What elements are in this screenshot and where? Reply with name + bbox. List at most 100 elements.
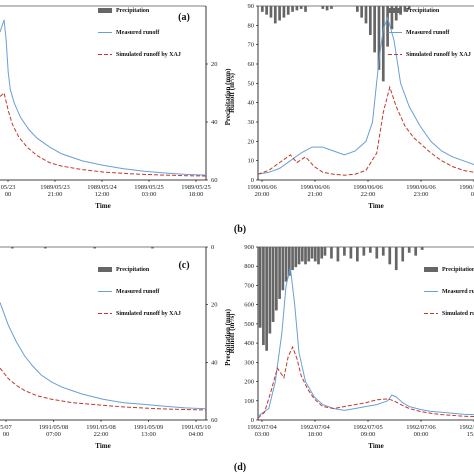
precip-tick-label-2-1: 20 xyxy=(211,302,218,309)
precip-bar-1-20 xyxy=(381,6,385,82)
x-axis-title-3: Time xyxy=(368,442,383,450)
precip-tick-label-2-2: 40 xyxy=(211,359,218,366)
precip-bar-3-4 xyxy=(271,247,275,322)
precip-bar-1-4 xyxy=(278,6,281,21)
x-tick-label-2-0: 5/07 00 xyxy=(0,424,12,438)
x-tick-label-3-2: 1992/07/05 09:00 xyxy=(353,424,383,438)
x-tick-label-2-3: 1991/05/09 13:00 xyxy=(134,424,164,438)
precip-bar-3-30 xyxy=(388,247,392,265)
y-tick-label-1-9: 90 xyxy=(248,3,255,10)
x-tick-label-1-0: 1990/06/06 20:00 xyxy=(247,184,277,198)
precip-tick-label-0-1: 40 xyxy=(211,119,218,126)
precip-bar-1-22 xyxy=(390,6,394,30)
precip-bar-3-16 xyxy=(310,247,314,259)
precip-bar-1-21 xyxy=(386,6,389,47)
x-tick-label-0-1: 1989/05/23 21:00 xyxy=(40,184,70,198)
measured-runoff-line-3 xyxy=(257,267,474,417)
legend-label-2-1: Measured runoff xyxy=(116,289,160,295)
y-tick-label-3-1: 100 xyxy=(244,398,254,405)
y-tick-label-3-4: 400 xyxy=(244,340,254,347)
precip-bar-1-7 xyxy=(291,6,294,12)
precip-bar-1-5 xyxy=(282,6,286,18)
precip-bar-3-31 xyxy=(394,247,398,271)
precip-bar-1-2 xyxy=(269,6,273,18)
precip-bar-3-12 xyxy=(297,247,301,265)
precip-bar-3-29 xyxy=(381,247,385,256)
precip-bar-1-3 xyxy=(273,6,277,24)
legend-swatch-3-0 xyxy=(424,267,438,272)
simulated-runoff-line-0 xyxy=(0,92,207,177)
panel-label-0: (a) xyxy=(178,12,190,23)
legend-label-2-2: Simulated runoff by XAJ xyxy=(116,311,181,317)
precip-tick-label-0-0: 20 xyxy=(211,61,218,68)
y-tick-label-3-9: 900 xyxy=(244,244,254,251)
precip-bar-3-19 xyxy=(320,247,324,259)
x-tick-label-3-3: 1992/07/06 00:00 xyxy=(406,424,436,438)
precip-bar-1-13 xyxy=(330,6,333,9)
precip-bar-1-6 xyxy=(286,6,290,15)
precip-bar-3-2 xyxy=(265,247,268,351)
precip-bar-3-34 xyxy=(414,247,418,256)
precip-bar-1-18 xyxy=(373,6,376,53)
legend-label-3-0: Precipitation xyxy=(442,267,474,273)
precip-bar-3-22 xyxy=(336,247,340,262)
y-tick-label-1-5: 50 xyxy=(248,80,255,87)
simulated-runoff-line-1 xyxy=(257,85,474,176)
precip-bar-1-17 xyxy=(368,6,372,35)
simulated-runoff-line-2 xyxy=(0,367,207,411)
precip-bar-1-25 xyxy=(403,6,407,12)
measured-runoff-line-0 xyxy=(0,19,207,176)
precip-bar-3-35 xyxy=(420,247,424,250)
precip-bar-1-15 xyxy=(360,6,364,18)
panel-label-1: (b) xyxy=(234,224,246,235)
y-tick-label-3-0: 0 xyxy=(251,417,254,424)
x-axis-title-0: Time xyxy=(95,202,110,210)
x-tick-label-0-2: 1989/05/24 12:00 xyxy=(87,184,117,198)
precip-bar-2-1 xyxy=(44,247,47,249)
x-tick-label-1-1: 1990/06/06 21:00 xyxy=(300,184,330,198)
simulated-runoff-line-3 xyxy=(257,345,474,419)
x-tick-label-3-1: 1992/07/04 18:00 xyxy=(300,424,330,438)
x-axis-title-2: Time xyxy=(95,442,110,450)
y-axis-title-1: Runoff (m³/s) xyxy=(228,72,236,113)
precip-bar-3-18 xyxy=(317,247,320,265)
precip-bar-3-14 xyxy=(304,247,307,265)
y-tick-label-3-3: 300 xyxy=(244,359,254,366)
x-axis-title-1: Time xyxy=(368,202,383,210)
measured-runoff-line-1 xyxy=(257,15,474,175)
y-tick-label-1-3: 30 xyxy=(248,119,255,126)
precip-bar-1-19 xyxy=(377,6,381,70)
y-tick-label-3-7: 700 xyxy=(244,282,254,289)
y-tick-label-1-4: 40 xyxy=(248,100,255,107)
x-tick-label-2-2: 1991/05/08 22:00 xyxy=(86,424,116,438)
x-tick-label-2-4: 1991/05/10 04:00 xyxy=(181,424,211,438)
x-tick-label-0-4: 1989/05/25 18:00 xyxy=(181,184,211,198)
precip-axis-title-0: Precipitation (mm) xyxy=(224,68,232,125)
precip-bar-3-8 xyxy=(284,247,288,282)
precip-bar-3-11 xyxy=(294,247,298,268)
y-tick-label-3-2: 200 xyxy=(244,379,254,386)
panel-label-3: (d) xyxy=(234,462,246,473)
legend-swatch-2-0 xyxy=(98,267,112,272)
precip-bar-3-13 xyxy=(300,247,304,262)
precip-tick-label-2-0: 0 xyxy=(211,244,214,251)
precip-bar-2-0 xyxy=(11,247,14,249)
x-tick-label-1-3: 1990/06/06 23:00 xyxy=(406,184,436,198)
precip-bar-3-10 xyxy=(291,247,294,271)
precip-bar-3-23 xyxy=(343,247,346,256)
y-axis-title-3: Runoff (m³/s) xyxy=(228,313,236,354)
legend-label-0-1: Measured runoff xyxy=(116,30,160,36)
measured-runoff-line-2 xyxy=(0,302,207,410)
x-tick-label-0-0: 05/23 00 xyxy=(1,184,16,198)
precip-bar-3-33 xyxy=(407,247,411,253)
precip-bar-2-3 xyxy=(151,247,154,249)
precip-bar-1-16 xyxy=(364,6,368,24)
panel-label-2: (c) xyxy=(178,260,189,271)
y-tick-label-1-8: 80 xyxy=(248,22,255,29)
y-tick-label-3-5: 500 xyxy=(244,321,254,328)
legend-label-3-2: Simulated runoff by XAJ xyxy=(442,311,474,317)
legend-label-1-2: Simulated runoff by XAJ xyxy=(406,52,471,58)
precip-tick-label-2-3: 60 xyxy=(211,417,218,424)
